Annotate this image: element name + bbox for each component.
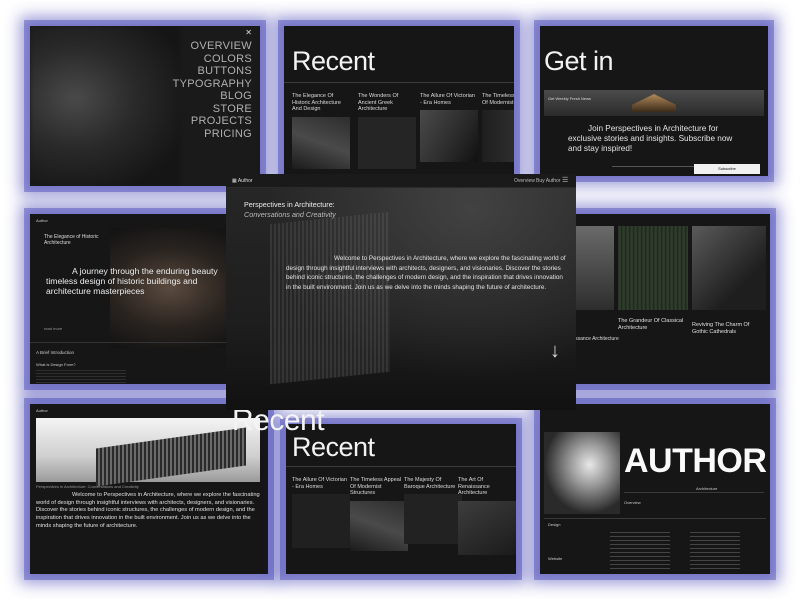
close-icon[interactable]: ✕ bbox=[245, 28, 252, 37]
intro-text-lines bbox=[36, 370, 126, 384]
menu-card: ✕ OVERVIEW COLORS BUTTONS TYPOGRAPHY BLO… bbox=[30, 26, 260, 186]
portrait-image bbox=[110, 228, 230, 348]
section-website[interactable]: Website bbox=[548, 556, 563, 561]
post-title[interactable]: The Elegance Of Historic Architecture An… bbox=[292, 93, 341, 112]
blurred-background bbox=[30, 26, 180, 186]
post-title[interactable]: The Majesty Of Baroque Architecture bbox=[404, 477, 456, 490]
spiral-building-image bbox=[544, 432, 620, 514]
subscribe-button[interactable]: Subscribe bbox=[694, 164, 760, 174]
get-in-title: Get in bbox=[544, 46, 614, 76]
post-image bbox=[482, 110, 514, 162]
menu-item-colors[interactable]: COLORS bbox=[203, 52, 252, 65]
post-title[interactable]: The Wonders Of Ancient Greek Architectur… bbox=[358, 93, 399, 112]
menu-item-typography[interactable]: TYPOGRAPHY bbox=[172, 77, 252, 90]
post-title[interactable]: The Timeless Appeal Of Modernist bbox=[482, 93, 514, 106]
brand-logo[interactable]: Author bbox=[36, 218, 48, 223]
read-more-link[interactable]: read more bbox=[44, 326, 63, 331]
post-card[interactable]: The Wonders Of Ancient Greek Architectur… bbox=[358, 90, 416, 169]
intro-card: Author Perspectives in Architecture: Con… bbox=[30, 404, 268, 574]
article-heading: The Elegance of Historic Architecture bbox=[44, 234, 99, 246]
post-image bbox=[404, 494, 462, 544]
post-image bbox=[570, 226, 614, 310]
top-nav: ▦ Author Overview Buy Author ☰ bbox=[226, 174, 576, 188]
menu-item-store[interactable]: STORE bbox=[212, 102, 252, 115]
post-title[interactable]: The Allure Of Victorian - Era Homes bbox=[420, 93, 475, 106]
post-title[interactable]: The Allure Of Victorian - Era Homes bbox=[292, 477, 347, 490]
email-field[interactable] bbox=[612, 166, 698, 167]
newsletter-text: Join Perspectives in Architecture for ex… bbox=[568, 124, 733, 153]
post-card[interactable]: The Timeless Appeal Of Modernist Structu… bbox=[350, 474, 408, 551]
post-title[interactable]: The Grandeur Of Classical Architecture bbox=[618, 318, 684, 331]
intro-title: A Brief Introduction bbox=[36, 350, 75, 355]
post-card[interactable]: The Timeless Appeal Of Modernist bbox=[482, 90, 514, 162]
post-card[interactable]: The Allure Of Victorian - Era Homes bbox=[292, 474, 350, 548]
arrow-down-icon[interactable]: ↓ bbox=[550, 340, 560, 362]
recent-card-bottom: Recent The Allure Of Victorian - Era Hom… bbox=[286, 424, 516, 574]
banner-image bbox=[544, 90, 764, 116]
post-title[interactable]: The Art Of Renaissance Architecture bbox=[458, 477, 490, 496]
author-title: AUTHOR bbox=[624, 442, 767, 480]
post-title[interactable]: Reviving The Charm Of Gothic Cathedrals bbox=[692, 322, 750, 335]
menu-item-buttons[interactable]: BUTTONS bbox=[197, 65, 252, 77]
hero-subheading: Conversations and Creativity bbox=[244, 210, 336, 219]
nav-menu: OVERVIEW COLORS BUTTONS TYPOGRAPHY BLOG … bbox=[173, 40, 252, 140]
post-image bbox=[292, 116, 350, 169]
banner-text: Get Weekly Fresh News bbox=[548, 96, 592, 101]
article-grid-card: The Grandeur Of Classical Architecture R… bbox=[570, 214, 770, 384]
post-card[interactable]: The Art Of Renaissance Architecture bbox=[458, 474, 516, 555]
post-image bbox=[420, 110, 478, 162]
recent-title: Recent bbox=[292, 432, 375, 462]
post-card[interactable]: The Majesty Of Baroque Architecture bbox=[404, 474, 462, 544]
post-image bbox=[618, 226, 688, 310]
brand-logo[interactable]: Author bbox=[36, 408, 48, 413]
design-list bbox=[690, 532, 740, 554]
design-list bbox=[610, 532, 670, 554]
section-overview[interactable]: Overview bbox=[624, 500, 641, 505]
section-design[interactable]: Design bbox=[548, 522, 561, 527]
post-card[interactable]: The Elegance Of Historic Architecture An… bbox=[292, 90, 350, 169]
post-image bbox=[692, 226, 766, 310]
post-title-partial[interactable]: issance Architecture bbox=[574, 336, 619, 342]
menu-item-blog[interactable]: BLOG bbox=[220, 90, 252, 102]
caption: Perspectives in Architecture: Conversati… bbox=[36, 484, 139, 489]
post-image bbox=[292, 494, 350, 548]
website-list bbox=[610, 556, 670, 570]
post-card[interactable]: The Allure Of Victorian - Era Homes bbox=[420, 90, 478, 162]
intro-body: Welcome to Perspectives in Architecture,… bbox=[36, 492, 260, 529]
nav-buy-author[interactable]: Buy Author bbox=[536, 178, 561, 184]
website-list bbox=[690, 556, 740, 570]
menu-item-overview[interactable]: OVERVIEW bbox=[190, 40, 252, 52]
hero-heading: Perspectives in Architecture: bbox=[244, 200, 335, 209]
newsletter-card: Get in Get Weekly Fresh News Join Perspe… bbox=[540, 26, 768, 176]
building-image bbox=[36, 418, 260, 487]
article-hero-card: Author The Elegance of Historic Architec… bbox=[30, 214, 230, 384]
post-title[interactable]: The Timeless Appeal Of Modernist Structu… bbox=[350, 477, 402, 496]
recent-card-top: Recent The Elegance Of Historic Architec… bbox=[284, 26, 514, 176]
recent-title: Recent bbox=[292, 46, 375, 76]
author-card: AUTHOR Architecture Overview Design Webs… bbox=[540, 404, 770, 574]
menu-item-projects[interactable]: PROJECTS bbox=[190, 115, 252, 127]
post-image bbox=[358, 116, 416, 169]
nav-overview[interactable]: Overview bbox=[514, 178, 535, 184]
hero-image bbox=[226, 188, 576, 410]
brand-logo[interactable]: ▦ Author bbox=[232, 178, 253, 184]
menu-item-pricing[interactable]: PRICING bbox=[204, 127, 252, 140]
hamburger-icon[interactable]: ☰ bbox=[562, 177, 569, 184]
article-quote: A journey through the enduring beauty ti… bbox=[46, 266, 218, 296]
intro-question: What is Design Form? bbox=[36, 362, 76, 367]
hero-body: Welcome to Perspectives in Architecture,… bbox=[286, 255, 566, 291]
post-image bbox=[458, 500, 516, 555]
post-image bbox=[350, 500, 408, 551]
author-tag: Architecture bbox=[696, 486, 718, 491]
main-hero-card: ▦ Author Overview Buy Author ☰ Perspecti… bbox=[226, 174, 576, 410]
